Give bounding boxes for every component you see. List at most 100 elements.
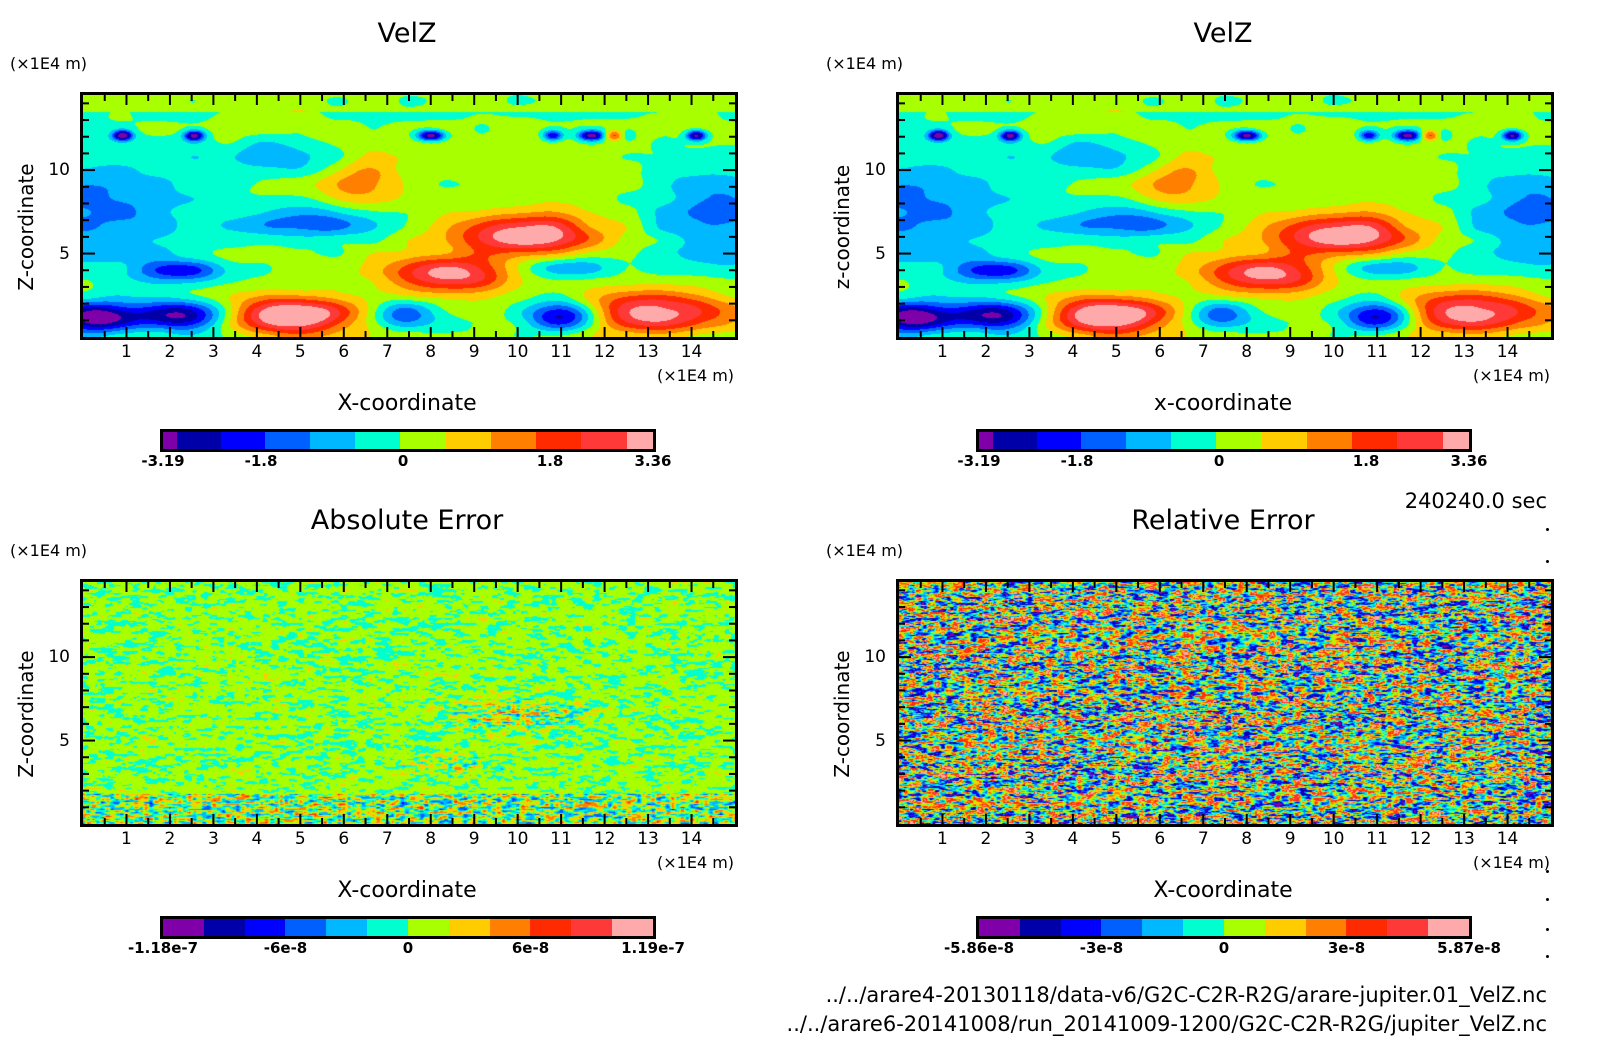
colorbar-swatch (626, 432, 653, 449)
x-tick-label: 11 (550, 342, 572, 362)
x-tick-label: 6 (1154, 342, 1166, 362)
colorbar-tick-label: 0 (397, 452, 409, 470)
marker-dot (1546, 955, 1549, 958)
colorbar-swatch (1264, 919, 1306, 936)
colorbar-tick-label: 1.19e-7 (621, 939, 685, 957)
x-tick-label: 1 (121, 829, 132, 849)
x-tick-label: 7 (1197, 829, 1209, 849)
colorbar (160, 429, 656, 452)
colorbar-tick-label: -1.18e-7 (127, 939, 199, 957)
y-axis-label: Z-coordinate (830, 650, 854, 778)
colorbar-swatch (203, 919, 245, 936)
panel-rel-err: Relative Error (×1E4 m) 5 10 1 2 3 4 5 6 7 8 9 10 11 12… (816, 487, 1604, 987)
colorbar (976, 916, 1472, 939)
x-tick-label: 13 (637, 342, 659, 362)
colorbar-tick-label: 1.8 (536, 452, 564, 470)
x-tick-label: 7 (1197, 342, 1209, 362)
y-tick-label: 10 (48, 647, 70, 668)
colorbar-tick-label: -5.86e-8 (943, 939, 1015, 957)
plot-title: Absolute Error (310, 505, 504, 536)
x-axis-label: x-coordinate (1153, 391, 1293, 416)
axis-ticks (83, 95, 735, 337)
colorbar-swatch (1216, 432, 1262, 449)
x-tick-label: 11 (1366, 342, 1388, 362)
panel-velz-a: VelZ (×1E4 m) 5 10 1 2 3 4 5 6 7 8 9 10 11 12 13 14 (×1E4 … (0, 0, 800, 500)
colorbar-swatch (355, 432, 401, 449)
marker-dot (1546, 928, 1549, 931)
field-image (899, 95, 1551, 337)
plot-area (896, 92, 1554, 340)
x-unit-label: (×1E4 m) (1473, 366, 1551, 385)
panel-abs-err: Absolute Error (×1E4 m) 5 10 1 2 3 4 5 6 7 8 9 10 11 12… (0, 487, 800, 987)
x-tick-label: 10 (506, 342, 529, 362)
x-tick-label: 2 (164, 342, 176, 362)
x-tick-label: 10 (1322, 342, 1345, 362)
x-tick-label: 6 (338, 829, 350, 849)
colorbar-swatch (220, 432, 265, 449)
x-tick-label: 10 (506, 829, 529, 849)
x-tick-label: 3 (1023, 342, 1035, 362)
colorbar-swatch (1261, 432, 1307, 449)
colorbar-tick-label: -1.8 (1060, 452, 1094, 470)
y-axis-label: Z-coordinate (14, 163, 38, 291)
colorbar-tick-label: 5.87e-8 (1437, 939, 1501, 957)
y-axis-label: z-coordinate (830, 164, 854, 290)
colorbar-swatch (979, 919, 1020, 936)
y-unit-label: (×1E4 m) (10, 541, 88, 560)
colorbar-swatch (264, 432, 310, 449)
colorbar-tick-label: -6e-8 (263, 939, 308, 957)
x-tick-label: 11 (550, 829, 572, 849)
field-image (83, 582, 735, 824)
plot-title: VelZ (1193, 18, 1253, 49)
plot-title: VelZ (377, 18, 437, 49)
x-unit-label: (×1E4 m) (657, 366, 735, 385)
colorbar-swatch (993, 432, 1037, 449)
field-image (899, 582, 1551, 824)
colorbar-swatch (326, 919, 368, 936)
colorbar-swatch (1305, 919, 1347, 936)
colorbar-swatch (1223, 919, 1265, 936)
colorbar-tick-label: 1.8 (1352, 452, 1380, 470)
colorbar-swatch (1142, 919, 1184, 936)
y-tick-label: 10 (864, 647, 886, 668)
x-tick-label: 9 (468, 829, 480, 849)
x-tick-label: 12 (593, 342, 616, 362)
plot-area (80, 92, 738, 340)
file-path-1: ../../arare4-20130118/data-v6/G2C-C2R-R2… (825, 983, 1547, 1007)
colorbar-swatch (1125, 432, 1172, 449)
colorbar-tick-label: 3e-8 (1327, 939, 1366, 957)
x-axis-label: X-coordinate (337, 391, 477, 416)
colorbar-swatch (445, 432, 491, 449)
colorbar-swatch (979, 432, 994, 449)
x-tick-label: 13 (637, 829, 659, 849)
y-tick-label: 5 (875, 730, 886, 751)
x-tick-label: 7 (381, 342, 393, 362)
x-tick-label: 10 (1322, 829, 1345, 849)
x-tick-label: 8 (1241, 829, 1253, 849)
colorbar-swatch (1101, 919, 1143, 936)
colorbar-swatch (1171, 432, 1217, 449)
x-axis-label: X-coordinate (337, 878, 477, 903)
colorbar (976, 429, 1472, 452)
x-tick-label: 13 (1453, 342, 1475, 362)
y-unit-label: (×1E4 m) (826, 541, 904, 560)
x-tick-label: 1 (937, 342, 948, 362)
y-tick-label: 5 (59, 730, 70, 751)
y-tick-label: 10 (864, 160, 886, 181)
y-unit-label: (×1E4 m) (826, 54, 904, 73)
colorbar-tick-label: 3.36 (634, 452, 672, 470)
x-tick-label: 8 (1241, 342, 1253, 362)
x-tick-label: 1 (121, 342, 132, 362)
colorbar-swatch (1019, 919, 1061, 936)
marker-dot (1546, 528, 1549, 531)
colorbar-tick-label: 3.36 (1450, 452, 1488, 470)
colorbar-swatch (536, 432, 582, 449)
x-tick-label: 5 (294, 829, 306, 849)
colorbar-swatch (1387, 919, 1429, 936)
colorbar-tick-label: -1.8 (244, 452, 278, 470)
colorbar-swatch (1428, 919, 1469, 936)
time-label: 240240.0 sec (1404, 489, 1547, 513)
x-tick-label: 9 (468, 342, 480, 362)
x-tick-label: 4 (251, 342, 263, 362)
x-unit-label: (×1E4 m) (1473, 853, 1551, 872)
